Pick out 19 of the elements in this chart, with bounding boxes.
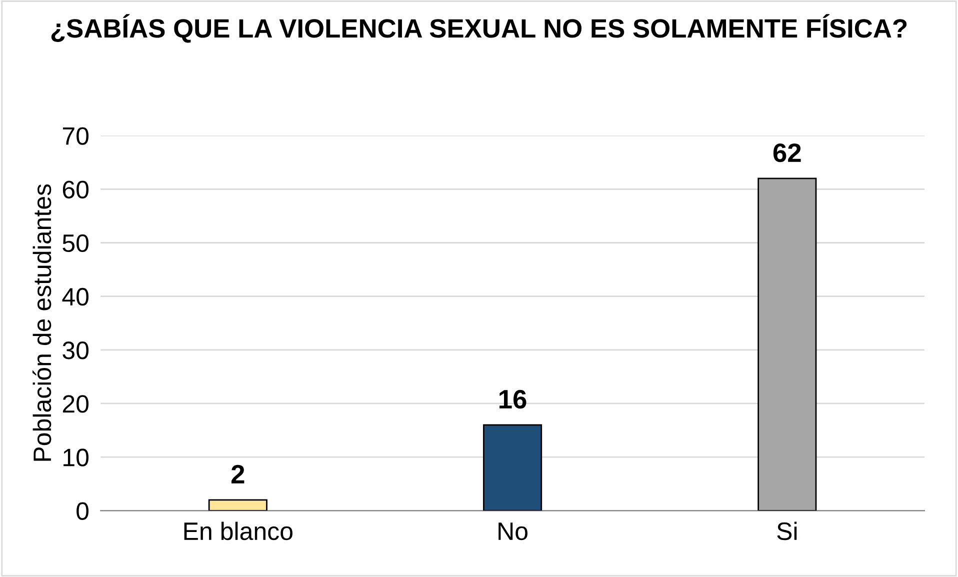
y-tick-label: 70 xyxy=(62,127,89,145)
bar xyxy=(483,424,542,511)
y-tick-label: 50 xyxy=(62,234,89,252)
data-label: 62 xyxy=(773,143,801,162)
y-tick-label: 20 xyxy=(62,395,89,413)
x-tick-label: En blanco xyxy=(184,522,292,540)
y-tick-label: 30 xyxy=(62,342,89,360)
data-label: 16 xyxy=(500,390,526,409)
y-tick-label: 40 xyxy=(62,288,89,306)
y-axis-title: Población de estudiantes xyxy=(32,184,52,461)
chart-title: ¿SABÍAS QUE LA VIOLENCIA SEXUAL NO ES SOLAMENTE FÍSICA? xyxy=(51,14,907,43)
x-tick-label: Si xyxy=(777,522,797,540)
x-tick-label: No xyxy=(498,522,528,540)
y-tick-label: 0 xyxy=(76,502,88,520)
bar xyxy=(208,499,268,511)
data-label: 2 xyxy=(231,464,244,484)
y-tick-label: 60 xyxy=(62,180,89,198)
bar xyxy=(758,178,817,511)
y-tick-label: 10 xyxy=(64,448,89,466)
